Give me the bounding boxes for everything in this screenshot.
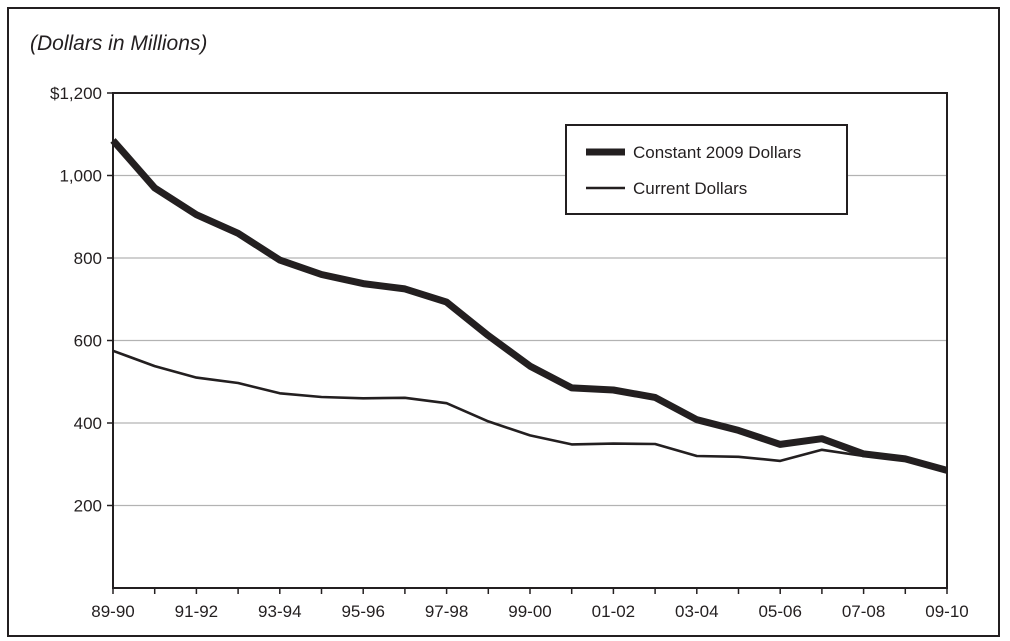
x-tick-label: 09-10 bbox=[925, 602, 968, 621]
legend-box bbox=[565, 124, 848, 215]
chart-frame bbox=[7, 7, 1000, 637]
legend: Constant 2009 Dollars Current Dollars bbox=[565, 124, 848, 215]
x-tick-label: 93-94 bbox=[258, 602, 301, 621]
legend-label: Constant 2009 Dollars bbox=[633, 143, 801, 162]
x-tick-label: 97-98 bbox=[425, 602, 468, 621]
series-line-constant-2009-dollars bbox=[110, 138, 948, 474]
units-label: (Dollars in Millions) bbox=[30, 32, 208, 55]
y-tick-label: 400 bbox=[74, 414, 102, 433]
legend-label: Current Dollars bbox=[633, 179, 747, 198]
y-tick-label: 800 bbox=[74, 249, 102, 268]
x-tick-label: 07-08 bbox=[842, 602, 885, 621]
x-tick-label: 01-02 bbox=[592, 602, 635, 621]
x-tick-label: 89-90 bbox=[91, 602, 134, 621]
x-tick-label: 95-96 bbox=[341, 602, 384, 621]
grid-lines bbox=[113, 174, 947, 507]
y-tick-label: 1,000 bbox=[59, 167, 102, 186]
y-tick-label: 600 bbox=[74, 332, 102, 351]
series-line-current-dollars bbox=[112, 349, 948, 472]
x-tick-label: 91-92 bbox=[175, 602, 218, 621]
series-lines bbox=[110, 138, 948, 474]
y-axis: 200 400 600 800 1,000 $1,200 bbox=[50, 84, 113, 516]
y-tick-label: 200 bbox=[74, 497, 102, 516]
x-tick-label: 03-04 bbox=[675, 602, 718, 621]
x-tick-label: 99-00 bbox=[508, 602, 551, 621]
y-tick-label: $1,200 bbox=[50, 84, 102, 103]
x-tick-label: 05-06 bbox=[758, 602, 801, 621]
x-axis: 89-90 91-92 93-94 95-96 97-98 99-00 01-02 03-04… bbox=[91, 588, 969, 621]
